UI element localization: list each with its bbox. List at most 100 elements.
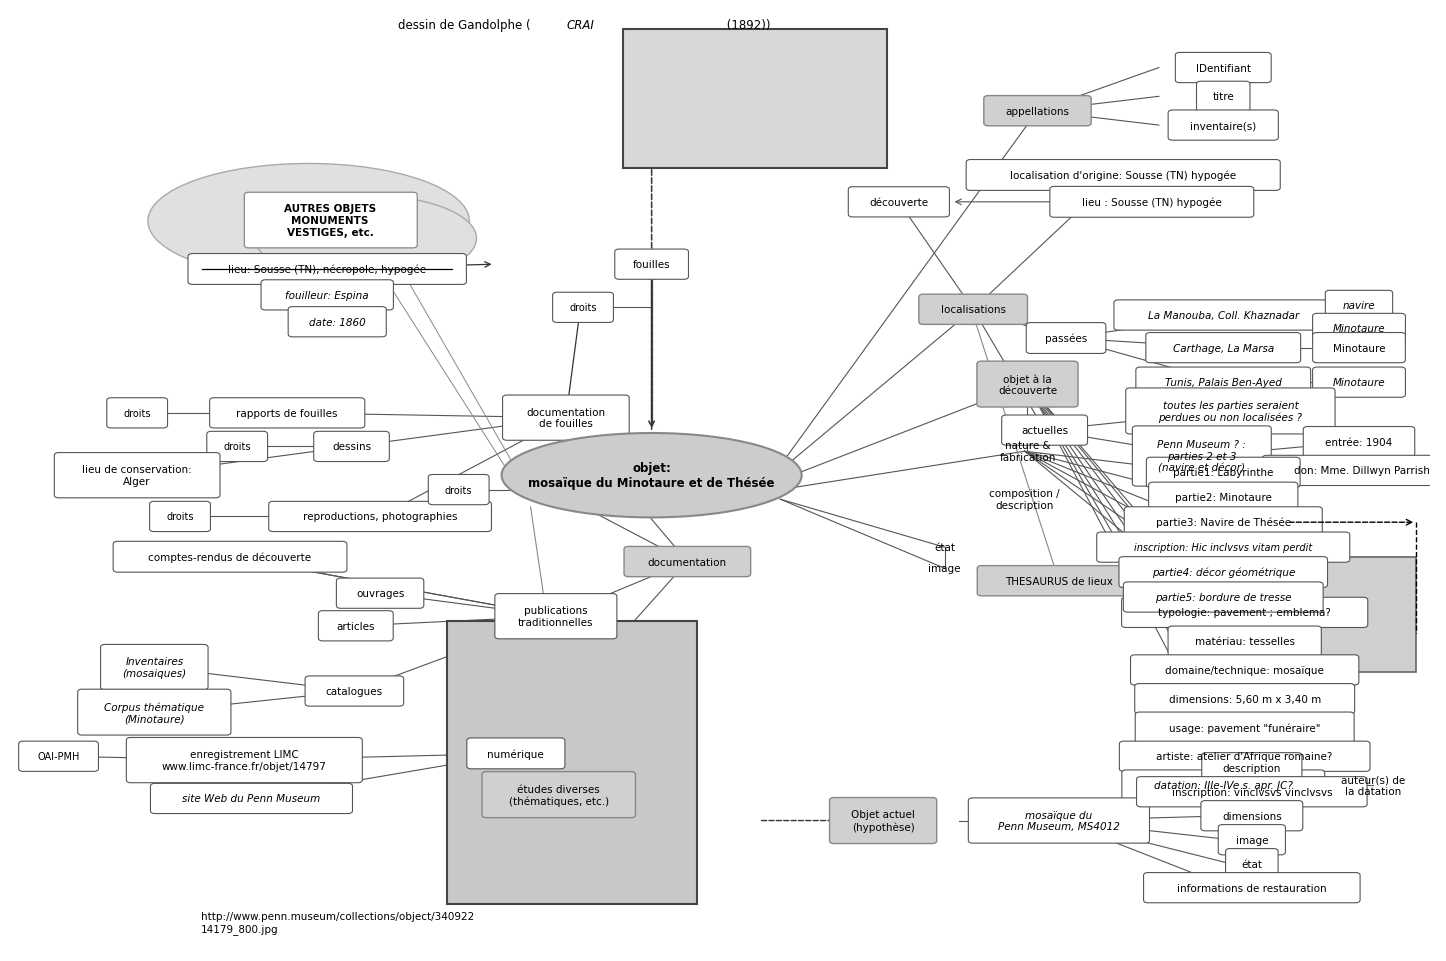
FancyBboxPatch shape — [1303, 427, 1414, 457]
FancyBboxPatch shape — [1147, 457, 1300, 488]
Text: Carthage, La Marsa: Carthage, La Marsa — [1173, 343, 1274, 354]
FancyBboxPatch shape — [78, 689, 231, 735]
FancyBboxPatch shape — [1027, 323, 1106, 354]
FancyBboxPatch shape — [1326, 291, 1392, 321]
FancyBboxPatch shape — [482, 772, 635, 818]
Text: Minotaure: Minotaure — [1333, 378, 1385, 387]
Text: articles: articles — [337, 621, 375, 631]
Text: entrée: 1904: entrée: 1904 — [1326, 437, 1392, 447]
FancyBboxPatch shape — [126, 738, 363, 783]
Text: partie3: Navire de Thésée: partie3: Navire de Thésée — [1155, 517, 1291, 528]
Text: THESAURUS de lieux: THESAURUS de lieux — [1005, 576, 1113, 586]
FancyBboxPatch shape — [149, 502, 211, 532]
Text: découverte: découverte — [869, 198, 928, 208]
FancyBboxPatch shape — [55, 454, 220, 499]
FancyBboxPatch shape — [447, 622, 697, 904]
Text: droits: droits — [123, 408, 150, 418]
Text: (1892)): (1892)) — [723, 19, 771, 32]
FancyBboxPatch shape — [1226, 849, 1278, 879]
Text: AUTRES OBJETS
MONUMENTS
VESTIGES, etc.: AUTRES OBJETS MONUMENTS VESTIGES, etc. — [283, 205, 376, 237]
Text: Inventaires
(mosaiques): Inventaires (mosaiques) — [123, 656, 187, 678]
FancyBboxPatch shape — [1176, 54, 1271, 84]
Text: objet:
mosaïque du Minotaure et de Thésée: objet: mosaïque du Minotaure et de Thésé… — [528, 461, 775, 490]
Text: localisations: localisations — [941, 305, 1005, 315]
FancyBboxPatch shape — [107, 398, 168, 429]
Text: partie5: bordure de tresse: partie5: bordure de tresse — [1155, 592, 1291, 603]
FancyBboxPatch shape — [1096, 532, 1349, 563]
FancyBboxPatch shape — [1196, 82, 1249, 112]
Text: dessins: dessins — [333, 442, 372, 452]
Text: composition /
description: composition / description — [989, 489, 1060, 510]
FancyBboxPatch shape — [1135, 684, 1355, 714]
FancyBboxPatch shape — [623, 30, 888, 169]
FancyBboxPatch shape — [552, 293, 613, 323]
Text: image: image — [1235, 835, 1268, 845]
Text: IDentifiant: IDentifiant — [1196, 63, 1251, 73]
Text: droits: droits — [166, 512, 194, 522]
Text: numérique: numérique — [487, 749, 544, 759]
FancyBboxPatch shape — [1002, 415, 1087, 446]
FancyBboxPatch shape — [561, 475, 642, 505]
Text: droits: droits — [570, 303, 597, 313]
FancyBboxPatch shape — [101, 645, 208, 690]
Text: dimensions: dimensions — [1222, 811, 1281, 821]
FancyBboxPatch shape — [503, 396, 629, 441]
Text: informations de restauration: informations de restauration — [1177, 883, 1326, 893]
FancyBboxPatch shape — [918, 295, 1028, 325]
FancyBboxPatch shape — [983, 96, 1092, 127]
Text: enregistrement LIMC
www.limc-france.fr/objet/14797: enregistrement LIMC www.limc-france.fr/o… — [162, 750, 327, 771]
FancyBboxPatch shape — [210, 398, 364, 429]
FancyBboxPatch shape — [1168, 627, 1322, 656]
Text: partie2: Minotaure: partie2: Minotaure — [1174, 493, 1271, 503]
Text: localisation d'origine: Sousse (TN) hypogée: localisation d'origine: Sousse (TN) hypo… — [1011, 170, 1236, 181]
Text: toutes les parties seraient
perdues ou non localisées ?: toutes les parties seraient perdues ou n… — [1158, 401, 1303, 423]
FancyBboxPatch shape — [1119, 557, 1327, 588]
Text: reproductions, photographies: reproductions, photographies — [302, 512, 457, 522]
FancyBboxPatch shape — [262, 281, 393, 310]
Text: Minotaure: Minotaure — [1333, 343, 1385, 354]
FancyBboxPatch shape — [1148, 482, 1299, 513]
Text: CRAI: CRAI — [567, 19, 594, 32]
FancyBboxPatch shape — [1124, 582, 1323, 612]
Text: don: Mme. Dillwyn Parrish: don: Mme. Dillwyn Parrish — [1294, 466, 1430, 476]
FancyBboxPatch shape — [1202, 752, 1301, 783]
FancyBboxPatch shape — [1122, 770, 1325, 801]
Text: auteur(s) de
la datation: auteur(s) de la datation — [1342, 775, 1406, 796]
Text: Tunis, Palais Ben-Ayed: Tunis, Palais Ben-Ayed — [1165, 378, 1281, 387]
FancyBboxPatch shape — [1113, 301, 1333, 331]
FancyBboxPatch shape — [428, 475, 489, 505]
Text: Minotaure: Minotaure — [1333, 324, 1385, 334]
Text: artiste: atelier d'Afrique romaine?: artiste: atelier d'Afrique romaine? — [1157, 752, 1333, 761]
Text: site Web du Penn Museum: site Web du Penn Museum — [182, 794, 321, 803]
Text: dessin de Gandolphe (: dessin de Gandolphe ( — [398, 19, 531, 32]
Text: Penn Museum ? :
parties 2 et 3
(navire et décor): Penn Museum ? : parties 2 et 3 (navire e… — [1157, 440, 1246, 473]
Text: état: état — [934, 543, 954, 553]
FancyBboxPatch shape — [1050, 187, 1254, 218]
FancyBboxPatch shape — [849, 187, 950, 218]
FancyBboxPatch shape — [1131, 655, 1359, 685]
Text: objet à la
découverte: objet à la découverte — [998, 374, 1057, 396]
FancyBboxPatch shape — [305, 677, 403, 706]
FancyBboxPatch shape — [1313, 333, 1406, 363]
Text: rapports de fouilles: rapports de fouilles — [237, 408, 338, 418]
Text: titre: titre — [1212, 92, 1233, 102]
Text: archives: archives — [580, 485, 623, 495]
Text: partie4: décor géométrique: partie4: décor géométrique — [1151, 567, 1296, 578]
Text: Corpus thématique
(Minotaure): Corpus thématique (Minotaure) — [104, 702, 204, 724]
FancyBboxPatch shape — [1168, 111, 1278, 141]
Text: droits: droits — [445, 485, 473, 495]
Text: datation: IIIe-IVe s. apr. JC?: datation: IIIe-IVe s. apr. JC? — [1154, 780, 1293, 790]
Text: dimensions: 5,60 m x 3,40 m: dimensions: 5,60 m x 3,40 m — [1168, 694, 1320, 704]
Text: documentation: documentation — [648, 557, 727, 567]
Text: lieu de conservation:
Alger: lieu de conservation: Alger — [82, 465, 192, 486]
FancyBboxPatch shape — [1122, 598, 1368, 628]
Text: ouvrages: ouvrages — [356, 588, 405, 599]
FancyBboxPatch shape — [288, 308, 386, 337]
FancyBboxPatch shape — [337, 579, 424, 608]
FancyBboxPatch shape — [207, 431, 268, 462]
Text: droits: droits — [224, 442, 252, 452]
Text: matériau: tesselles: matériau: tesselles — [1194, 636, 1294, 647]
FancyBboxPatch shape — [977, 566, 1141, 596]
Text: image: image — [928, 564, 960, 574]
FancyBboxPatch shape — [318, 611, 393, 641]
